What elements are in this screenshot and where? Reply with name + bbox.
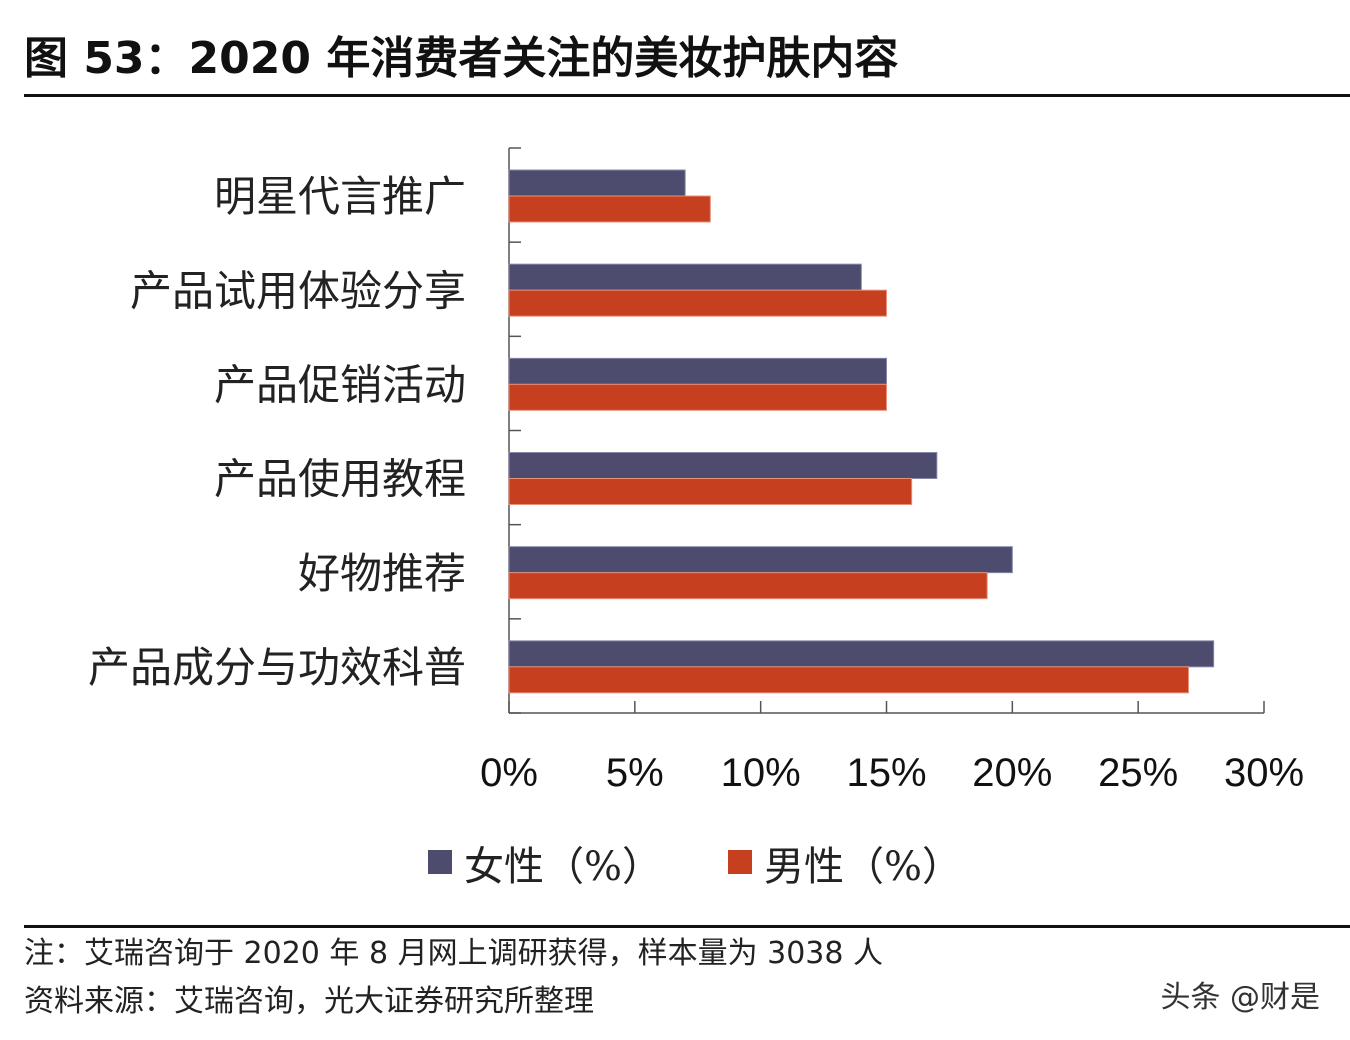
category-label: 产品使用教程 xyxy=(214,455,466,504)
x-tick-label: 5% xyxy=(606,751,664,795)
legend-label-female: 女性（%） xyxy=(464,844,662,890)
bar-male xyxy=(508,383,887,411)
bar-female xyxy=(508,546,1013,574)
category-label: 产品促销活动 xyxy=(214,360,466,409)
note-text: 注：艾瑞咨询于 2020 年 8 月网上调研获得，样本量为 3038 人 xyxy=(24,936,883,971)
x-tick-label: 20% xyxy=(972,751,1052,795)
legend-label-male: 男性（%） xyxy=(764,844,962,890)
figure-title: 图 53：2020 年消费者关注的美妆护肤内容 xyxy=(24,33,899,84)
top-rule xyxy=(24,94,1350,97)
x-tick-label: 15% xyxy=(846,751,926,795)
category-label: 产品成分与功效科普 xyxy=(88,643,466,692)
notes: 注：艾瑞咨询于 2020 年 8 月网上调研获得，样本量为 3038 人 资料来… xyxy=(24,930,883,1026)
x-tick-label: 0% xyxy=(480,751,538,795)
bar-male xyxy=(508,289,887,317)
bar-chart: 0% 5% 10% 15% 20% 25% 30%明星代言推广产品试用体验分享产品促销活动产… xyxy=(88,147,1304,890)
bar-female xyxy=(508,357,887,385)
x-tick-label: 10% xyxy=(721,751,801,795)
x-tick-label: 30% xyxy=(1224,751,1304,795)
legend-swatch-female xyxy=(428,850,452,874)
bar-female xyxy=(508,452,938,479)
bar-female xyxy=(508,263,862,291)
category-label: 好物推荐 xyxy=(298,549,466,598)
legend-swatch-male xyxy=(728,850,752,874)
bar-male xyxy=(508,572,988,600)
x-tick-label: 25% xyxy=(1098,751,1178,795)
bar-male xyxy=(508,478,913,505)
bar-female xyxy=(508,169,686,197)
watermark: 头条 @财是 xyxy=(1160,980,1320,1015)
bar-female xyxy=(508,640,1215,668)
category-label: 产品试用体验分享 xyxy=(130,266,466,315)
bar-male xyxy=(508,666,1189,694)
bottom-rule xyxy=(24,925,1350,928)
bar-male xyxy=(508,195,711,223)
source-text: 资料来源：艾瑞咨询，光大证券研究所整理 xyxy=(24,984,594,1019)
category-label: 明星代言推广 xyxy=(214,172,466,221)
